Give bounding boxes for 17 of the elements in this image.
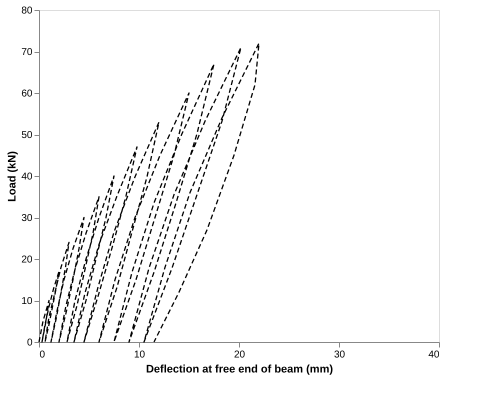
x-tick-label: 0 <box>40 350 46 360</box>
y-tick-label: 40 <box>21 172 33 182</box>
x-tick-label: 30 <box>334 350 346 360</box>
y-tick-label: 70 <box>21 47 33 58</box>
y-axis-title: Load (kN) <box>6 150 18 202</box>
line-series <box>38 42 260 343</box>
y-tick-label: 50 <box>21 130 33 141</box>
y-tick-label: 0 <box>26 338 33 348</box>
y-tick-label: 30 <box>21 213 33 224</box>
x-tick-label: 20 <box>234 350 246 360</box>
x-axis-title: Deflection at free end of beam (mm) <box>146 364 334 376</box>
y-tick-label: 20 <box>21 254 33 266</box>
x-tick-label: 10 <box>134 350 146 360</box>
x-tick-label: 40 <box>428 350 440 360</box>
y-tick-label: 60 <box>21 88 33 100</box>
y-tick-label: 10 <box>21 296 33 307</box>
y-tick-label: 80 <box>21 6 33 16</box>
